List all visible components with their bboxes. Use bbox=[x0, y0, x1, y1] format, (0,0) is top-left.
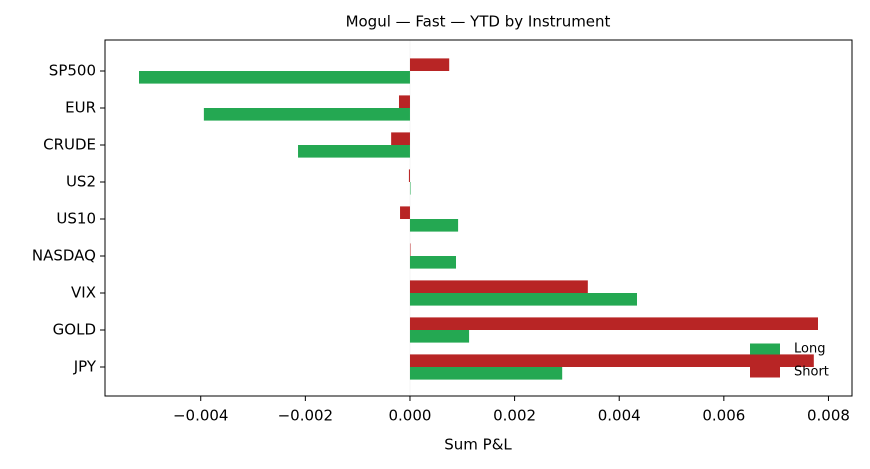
x-tick-label: 0.002 bbox=[493, 407, 536, 425]
bar bbox=[409, 58, 450, 71]
x-tick-label: 0.008 bbox=[807, 407, 850, 425]
y-tick-label: NASDAQ bbox=[32, 247, 96, 265]
legend-label: Long bbox=[794, 342, 825, 357]
legend-label: Short bbox=[794, 365, 829, 380]
bar bbox=[139, 71, 410, 84]
y-tick-label: CRUDE bbox=[43, 136, 96, 154]
legend-swatch bbox=[750, 366, 780, 378]
bar bbox=[409, 256, 457, 269]
bar bbox=[409, 330, 470, 343]
legend-swatch bbox=[750, 343, 780, 355]
bar bbox=[409, 280, 588, 293]
x-tick-label: 0.000 bbox=[388, 407, 431, 425]
bar bbox=[203, 108, 410, 121]
y-tick-label: GOLD bbox=[53, 321, 96, 339]
bar bbox=[409, 219, 459, 232]
bar bbox=[408, 169, 410, 182]
y-tick-label: SP500 bbox=[49, 62, 96, 80]
bar bbox=[298, 145, 410, 158]
x-axis-label: Sum P&L bbox=[444, 436, 512, 454]
bar bbox=[409, 182, 411, 195]
y-tick-label: JPY bbox=[73, 358, 97, 376]
bar bbox=[409, 317, 818, 330]
y-tick-label: EUR bbox=[65, 99, 96, 117]
x-tick-label: −0.002 bbox=[278, 407, 334, 425]
bar bbox=[398, 95, 410, 108]
x-tick-label: 0.004 bbox=[598, 407, 641, 425]
bar bbox=[400, 206, 410, 219]
chart-title: Mogul — Fast — YTD by Instrument bbox=[346, 13, 611, 31]
x-tick-label: −0.004 bbox=[173, 407, 229, 425]
bar bbox=[409, 243, 411, 256]
bar bbox=[391, 132, 410, 145]
y-tick-label: VIX bbox=[71, 284, 96, 302]
bar bbox=[409, 293, 638, 306]
plot-frame bbox=[104, 39, 853, 397]
y-tick-label: US2 bbox=[66, 173, 96, 191]
y-tick-label: US10 bbox=[56, 210, 96, 228]
bar bbox=[409, 367, 563, 380]
bar bbox=[409, 354, 814, 367]
x-tick-label: 0.006 bbox=[702, 407, 745, 425]
